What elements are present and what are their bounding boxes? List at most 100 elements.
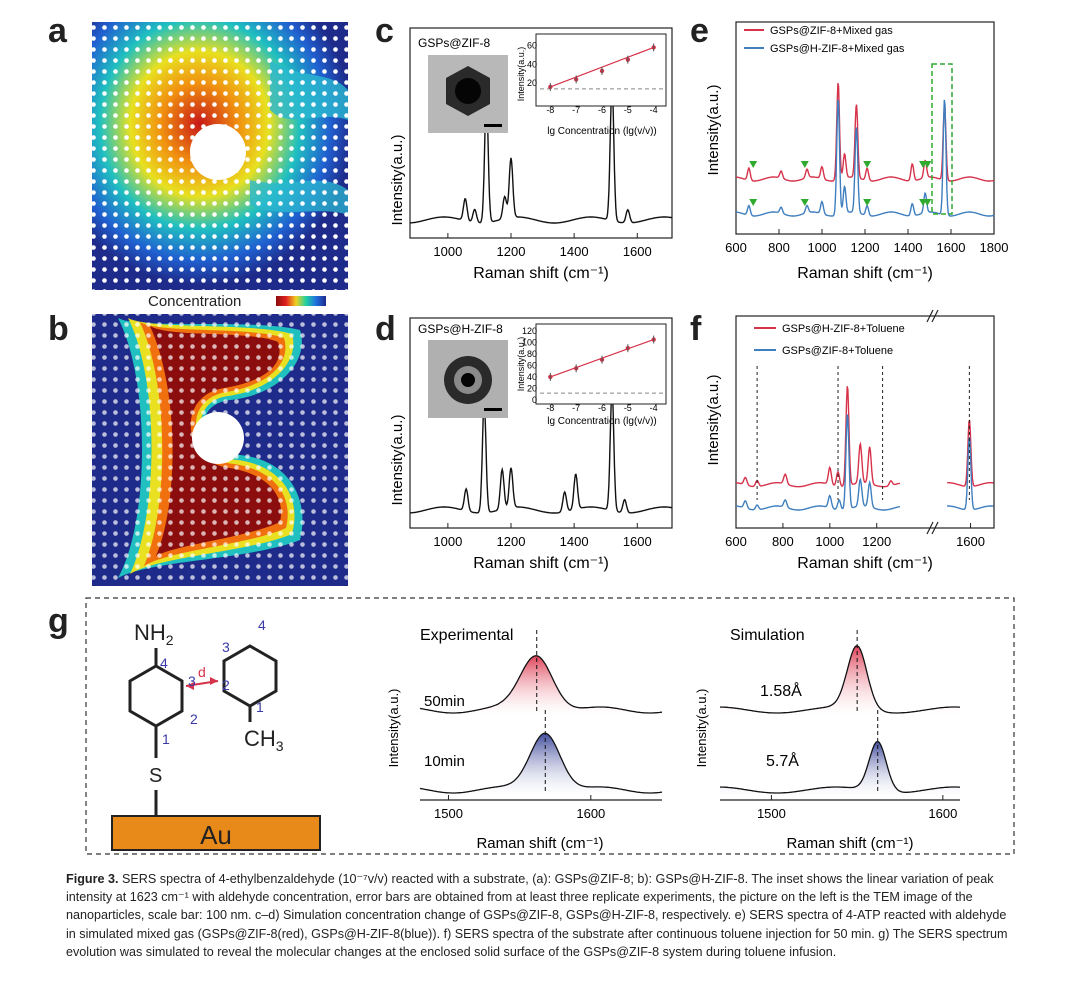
series-line [735, 82, 995, 182]
d-ylabel: Intensity(a.u.) [389, 415, 406, 506]
peak-fill [720, 741, 960, 796]
caption-text: SERS spectra of 4-ethylbenzaldehyde (10⁻… [66, 872, 1008, 959]
series-line [736, 386, 994, 488]
panel-d: Intensity(a.u.) 1000 1200 1400 1600 Raman s… [389, 317, 673, 572]
series-line [736, 99, 995, 217]
peak-line [719, 740, 960, 794]
x-tick-label: 600 [725, 534, 747, 549]
panel-label-d: d [375, 310, 396, 348]
d-inset-xlabel: lg Concentration (lg(v/v)) [547, 416, 656, 427]
x-tick-label: 1600 [576, 806, 605, 821]
x-tick-label: 1600 [928, 806, 957, 821]
f-dashed-lines [756, 366, 970, 500]
au-substrate [111, 815, 321, 851]
peak-fill [720, 645, 960, 716]
f-axis-break [926, 309, 939, 535]
x-tick-label: 1000 [433, 244, 462, 259]
nh2-label: NH2 [134, 620, 174, 648]
triangle-marker [800, 199, 809, 206]
g-exp-plot: 1500 1600 [419, 630, 663, 821]
ring-b-num-2: 2 [222, 677, 230, 693]
x-tick-label: 600 [725, 240, 747, 255]
x-tick-label: 1400 [560, 534, 589, 549]
d-spectrum [410, 389, 673, 514]
peak-line [719, 644, 960, 714]
x-tick-label: 1600 [623, 534, 652, 549]
x-tick-label: 1500 [434, 806, 463, 821]
panel-g: d NH2 CH3 S 4 3 2 1 3 4 2 1 Au Experimen… [85, 597, 1015, 855]
x-tick-label: 1600 [956, 534, 985, 549]
c-sample-label: GSPs@ZIF-8 [418, 36, 491, 50]
peak-fill [420, 733, 662, 796]
inset-xtick-label: -8 [546, 105, 554, 115]
caption-label: Figure 3. [66, 872, 119, 886]
x-tick-label: 800 [772, 534, 794, 549]
peak-line [419, 655, 663, 714]
au-label: Au [200, 820, 232, 850]
panel-label-e: e [690, 12, 709, 50]
x-tick-label: 1000 [808, 240, 837, 255]
g-frame [85, 597, 1015, 855]
x-tick-label: 1600 [623, 244, 652, 259]
colorbar-label: Concentration [148, 293, 241, 310]
triangle-marker [863, 161, 872, 168]
ring-a-num-4: 4 [160, 655, 168, 671]
inset-xtick-label: -8 [546, 403, 554, 413]
ring-b-num-1: 1 [256, 699, 264, 715]
sulfur-label: S [149, 765, 162, 787]
e-legend-0: GSPs@ZIF-8+Mixed gas [770, 25, 893, 37]
ring-a-num-2: 2 [190, 711, 198, 727]
inset-xtick-label: -7 [572, 105, 580, 115]
c-ylabel: Intensity(a.u.) [389, 135, 406, 226]
f-ylabel: Intensity(a.u.) [705, 375, 722, 466]
x-tick-label: 1200 [497, 534, 526, 549]
inset-ytick-label: 40 [527, 59, 537, 69]
inset-ytick-label: 20 [527, 78, 537, 88]
figure-caption: Figure 3. SERS spectra of 4-ethylbenzald… [66, 870, 1016, 961]
g-sim-title: Simulation [730, 627, 805, 644]
f-legend-0: GSPs@H-ZIF-8+Toluene [782, 323, 905, 335]
triangle-marker [923, 161, 932, 168]
e-highlight-box [931, 63, 953, 215]
peak-fill [420, 655, 662, 716]
g-exp-ylabel: Intensity(a.u.) [386, 689, 401, 768]
distance-label: d [198, 664, 206, 680]
panel-f: Intensity(a.u.) 600 800 1000 1200 1600 GSPs@… [705, 309, 995, 572]
peak-line [419, 732, 663, 794]
molecule-structure [128, 644, 278, 816]
x-tick-label: 1500 [757, 806, 786, 821]
x-tick-label: 1200 [851, 240, 880, 255]
obstacle-circle-b [192, 412, 244, 464]
inset-ytick-label: 120 [522, 326, 537, 336]
e-xticks: 600 800 1000 1200 1400 1600 1800 [725, 229, 1008, 255]
triangle-marker [749, 161, 758, 168]
f-xticks: 600 800 1000 1200 1600 [725, 523, 985, 549]
f-legend-1: GSPs@ZIF-8+Toluene [782, 345, 893, 357]
e-series [735, 82, 995, 217]
inset-ytick-label: 80 [527, 349, 537, 359]
c-axes [409, 27, 673, 239]
g-sim-xlabel: Raman shift (cm⁻¹) [786, 835, 913, 852]
c-spectrum [410, 83, 673, 224]
triangle-marker [863, 199, 872, 206]
obstacle-circle [190, 124, 246, 180]
x-tick-label: 800 [768, 240, 790, 255]
panel-a-simulation [92, 22, 348, 290]
g-exp-10min: 10min [424, 753, 465, 770]
ring-a-num-1: 1 [162, 731, 170, 747]
ch3-label: CH3 [244, 726, 284, 754]
f-axes [735, 315, 995, 529]
panel-label-g: g [48, 602, 69, 640]
x-tick-label: 1000 [433, 534, 462, 549]
x-tick-label: 1600 [937, 240, 966, 255]
e-ylabel: Intensity(a.u.) [705, 85, 722, 176]
panel-label-b: b [48, 310, 69, 348]
inset-xtick-label: -4 [650, 105, 658, 115]
inset-xtick-label: -7 [572, 403, 580, 413]
d-inset [535, 323, 667, 405]
inset-ytick-label: 60 [527, 360, 537, 370]
c-scale-bar [484, 124, 502, 127]
d-xticks: 1000 1200 1400 1600 [433, 523, 652, 549]
